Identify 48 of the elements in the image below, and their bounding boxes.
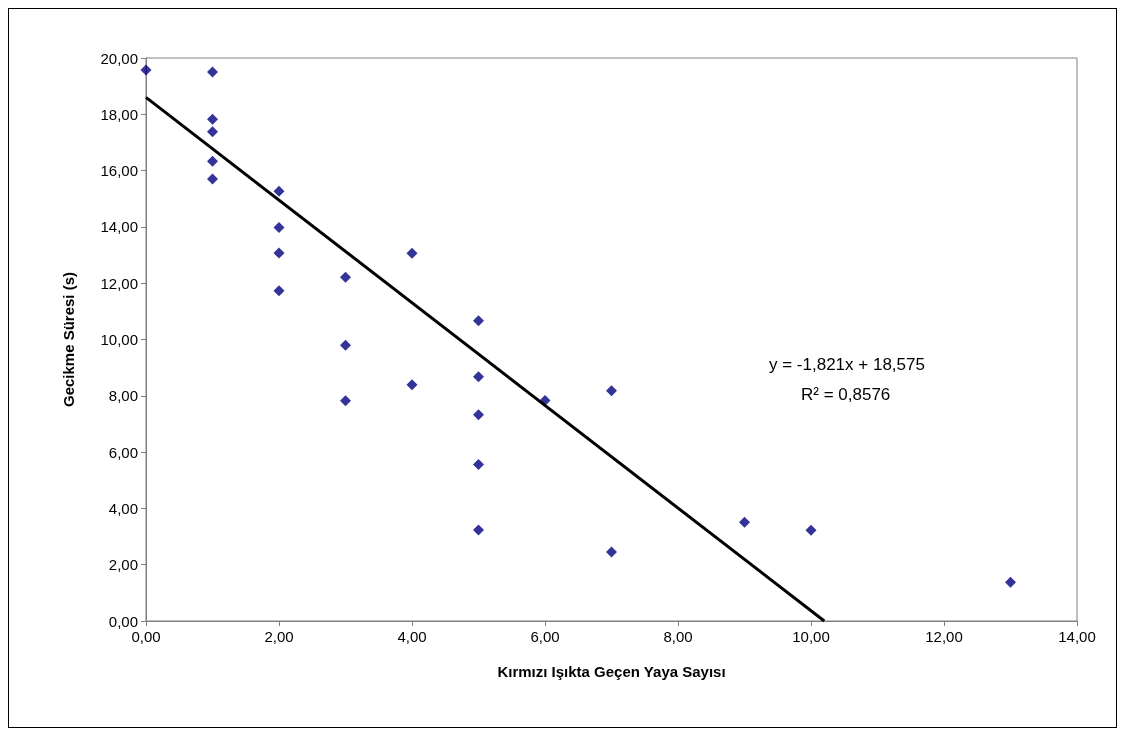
point [273, 285, 285, 297]
annotation: R² = 0,8576 [801, 385, 891, 404]
point [340, 339, 351, 351]
y-tick-label: 16,00 [100, 162, 138, 180]
y-tick-label: 4,00 [108, 499, 138, 517]
point [340, 395, 351, 407]
point [473, 458, 484, 470]
y-tick-label: 12,00 [100, 274, 138, 292]
point [340, 271, 351, 283]
point [473, 371, 484, 383]
point [273, 221, 285, 233]
point [406, 247, 418, 259]
y-tick-label: 8,00 [108, 387, 138, 405]
y-tick-label: 2,00 [108, 556, 138, 574]
y-tick-label: 14,00 [100, 218, 138, 236]
point [805, 524, 817, 536]
point [606, 546, 617, 558]
y-tick-label: 10,00 [100, 331, 138, 348]
point [207, 113, 218, 125]
point [140, 64, 152, 76]
x-tick-label: 14,00 [1058, 628, 1096, 645]
point [273, 247, 285, 259]
y-tick-label: 18,00 [100, 105, 138, 123]
point [207, 155, 218, 167]
point [473, 315, 484, 327]
point [1005, 576, 1016, 588]
point [207, 66, 218, 78]
x-tick-label: 12,00 [925, 628, 963, 645]
point [207, 173, 218, 185]
x-axis-title: Kırmızı Işıkta Geçen Yaya Sayısı [497, 663, 726, 680]
x-tick-label: 4,00 [397, 628, 427, 645]
x-tick-label: 6,00 [530, 628, 560, 645]
x-tick-label: 0,00 [131, 628, 161, 645]
x-tick-label: 2,00 [264, 628, 294, 645]
y-tick-label: 6,00 [108, 443, 138, 461]
y-tick-label: 20,00 [100, 49, 138, 67]
y-axis-title: Gecikme Süresi (s) [60, 271, 77, 408]
point [207, 126, 218, 138]
x-tick-label: 10,00 [792, 628, 830, 645]
point [606, 385, 617, 397]
y-tick-label: 0,00 [108, 612, 138, 630]
point [473, 409, 484, 421]
x-tick-label: 8,00 [663, 628, 693, 645]
point [473, 524, 484, 536]
point [273, 185, 285, 197]
point [406, 379, 418, 391]
point [739, 516, 750, 528]
annotation: y = -1,821x + 18,575 [769, 355, 925, 374]
